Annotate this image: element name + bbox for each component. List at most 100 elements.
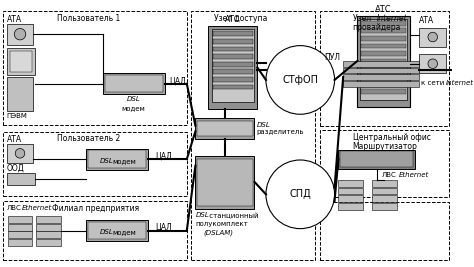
- Bar: [36, 224, 61, 230]
- Bar: [36, 231, 61, 238]
- Bar: [338, 195, 363, 202]
- Bar: [212, 46, 253, 51]
- Bar: [338, 188, 363, 194]
- Bar: [7, 144, 33, 163]
- Bar: [361, 66, 406, 71]
- Bar: [372, 180, 397, 187]
- Text: СПД: СПД: [289, 189, 311, 199]
- Text: (DSLAM): (DSLAM): [203, 230, 233, 236]
- Bar: [361, 89, 406, 94]
- Bar: [343, 68, 419, 73]
- Bar: [211, 29, 254, 102]
- Bar: [343, 74, 419, 80]
- Text: разделитель: разделитель: [256, 129, 304, 135]
- Bar: [3, 132, 187, 196]
- Text: АТС: АТС: [225, 15, 240, 24]
- Text: Маршрутизатор: Маршрутизатор: [353, 142, 418, 151]
- Bar: [8, 239, 32, 246]
- Text: провайдера: провайдера: [353, 23, 401, 32]
- Bar: [372, 195, 397, 202]
- Bar: [343, 61, 419, 66]
- Text: АТА: АТА: [7, 15, 22, 24]
- Bar: [7, 173, 35, 185]
- Bar: [419, 54, 446, 73]
- Bar: [361, 44, 406, 49]
- Text: Пользователь 2: Пользователь 2: [57, 134, 120, 143]
- Ellipse shape: [266, 46, 335, 114]
- Ellipse shape: [14, 29, 26, 40]
- Text: Узел доступа: Узел доступа: [214, 14, 268, 23]
- Bar: [343, 81, 419, 87]
- Bar: [340, 151, 413, 167]
- Text: ПУЛ: ПУЛ: [324, 53, 340, 62]
- Text: DSL: DSL: [256, 122, 270, 128]
- Bar: [361, 82, 406, 87]
- Ellipse shape: [15, 148, 25, 158]
- Text: модем: модем: [121, 105, 146, 111]
- Text: Филиал предприятия: Филиал предприятия: [53, 204, 139, 213]
- Bar: [320, 131, 449, 197]
- Text: Центральный офис: Центральный офис: [353, 133, 430, 142]
- Bar: [88, 222, 146, 239]
- Bar: [361, 51, 406, 56]
- Bar: [7, 77, 33, 111]
- Bar: [212, 85, 253, 89]
- Bar: [105, 75, 163, 92]
- Bar: [103, 73, 165, 94]
- Bar: [361, 59, 406, 64]
- Bar: [36, 239, 61, 246]
- Text: полукомплект: полукомплект: [195, 221, 248, 227]
- Text: Internet: Internet: [376, 14, 407, 23]
- Text: ЦАЛ: ЦАЛ: [155, 223, 172, 232]
- Bar: [372, 188, 397, 194]
- Bar: [419, 28, 446, 46]
- Bar: [8, 224, 32, 230]
- Bar: [3, 11, 187, 125]
- Bar: [86, 220, 148, 241]
- Text: АТА: АТА: [7, 135, 22, 144]
- Bar: [7, 49, 35, 75]
- Text: ЛВС: ЛВС: [7, 205, 21, 211]
- Text: модем: модем: [112, 158, 136, 164]
- Bar: [212, 69, 253, 74]
- Text: СТфОП: СТфОП: [282, 75, 318, 85]
- Text: ЛВС: ЛВС: [381, 172, 396, 178]
- Bar: [212, 62, 253, 66]
- Text: ЦАЛ: ЦАЛ: [155, 151, 172, 160]
- Text: ПЭВМ: ПЭВМ: [7, 113, 27, 119]
- Text: ООД: ООД: [7, 164, 25, 173]
- Text: Узел: Узел: [353, 14, 373, 23]
- Bar: [195, 118, 255, 139]
- Bar: [212, 31, 253, 36]
- Bar: [36, 216, 61, 223]
- Bar: [338, 180, 363, 187]
- Ellipse shape: [428, 59, 438, 69]
- Text: DSL: DSL: [100, 229, 114, 235]
- Bar: [361, 74, 406, 79]
- Bar: [9, 51, 32, 72]
- Bar: [361, 36, 406, 41]
- Text: станционный: станционный: [207, 213, 258, 219]
- Text: DSL: DSL: [127, 96, 140, 102]
- Bar: [197, 159, 253, 206]
- Bar: [3, 201, 187, 260]
- Text: АТС: АТС: [375, 5, 392, 14]
- Bar: [212, 54, 253, 59]
- Text: Internet: Internet: [446, 80, 474, 86]
- Bar: [8, 216, 32, 223]
- Bar: [212, 39, 253, 44]
- Bar: [208, 26, 257, 109]
- Bar: [320, 202, 449, 260]
- Bar: [7, 24, 33, 45]
- Bar: [360, 19, 407, 100]
- Ellipse shape: [266, 160, 335, 229]
- Bar: [320, 11, 449, 126]
- Bar: [197, 121, 253, 136]
- Text: к сети: к сети: [421, 80, 445, 86]
- Bar: [88, 151, 146, 168]
- Bar: [86, 148, 148, 170]
- Bar: [338, 150, 415, 168]
- Text: Пользователь 1: Пользователь 1: [57, 14, 120, 23]
- Bar: [361, 29, 406, 33]
- Bar: [361, 21, 406, 26]
